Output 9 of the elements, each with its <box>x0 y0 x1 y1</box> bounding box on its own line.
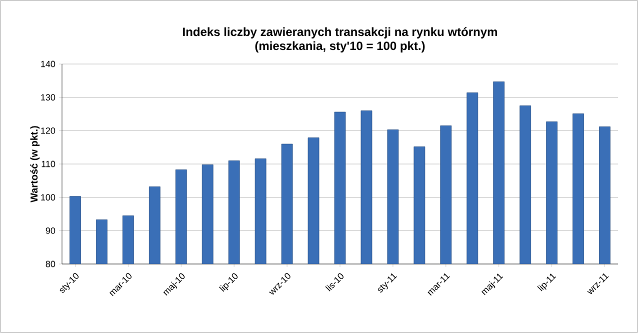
y-tick-label: 80 <box>46 260 56 268</box>
y-tick-label: 110 <box>42 160 56 168</box>
y-axis-title: Wartość (w pkt.) <box>30 126 40 202</box>
y-tick-label: 90 <box>46 227 56 234</box>
y-tick-label: 140 <box>41 60 56 68</box>
y-tick-label: 100 <box>41 194 56 201</box>
y-tick-label: 130 <box>41 94 56 101</box>
y-tick-label: 120 <box>41 127 56 134</box>
chart-title: Indeks liczby zawieranych transakcji na rynku wtórnym (mieszkania, sty'10 = 100 pkt.) <box>183 27 497 52</box>
